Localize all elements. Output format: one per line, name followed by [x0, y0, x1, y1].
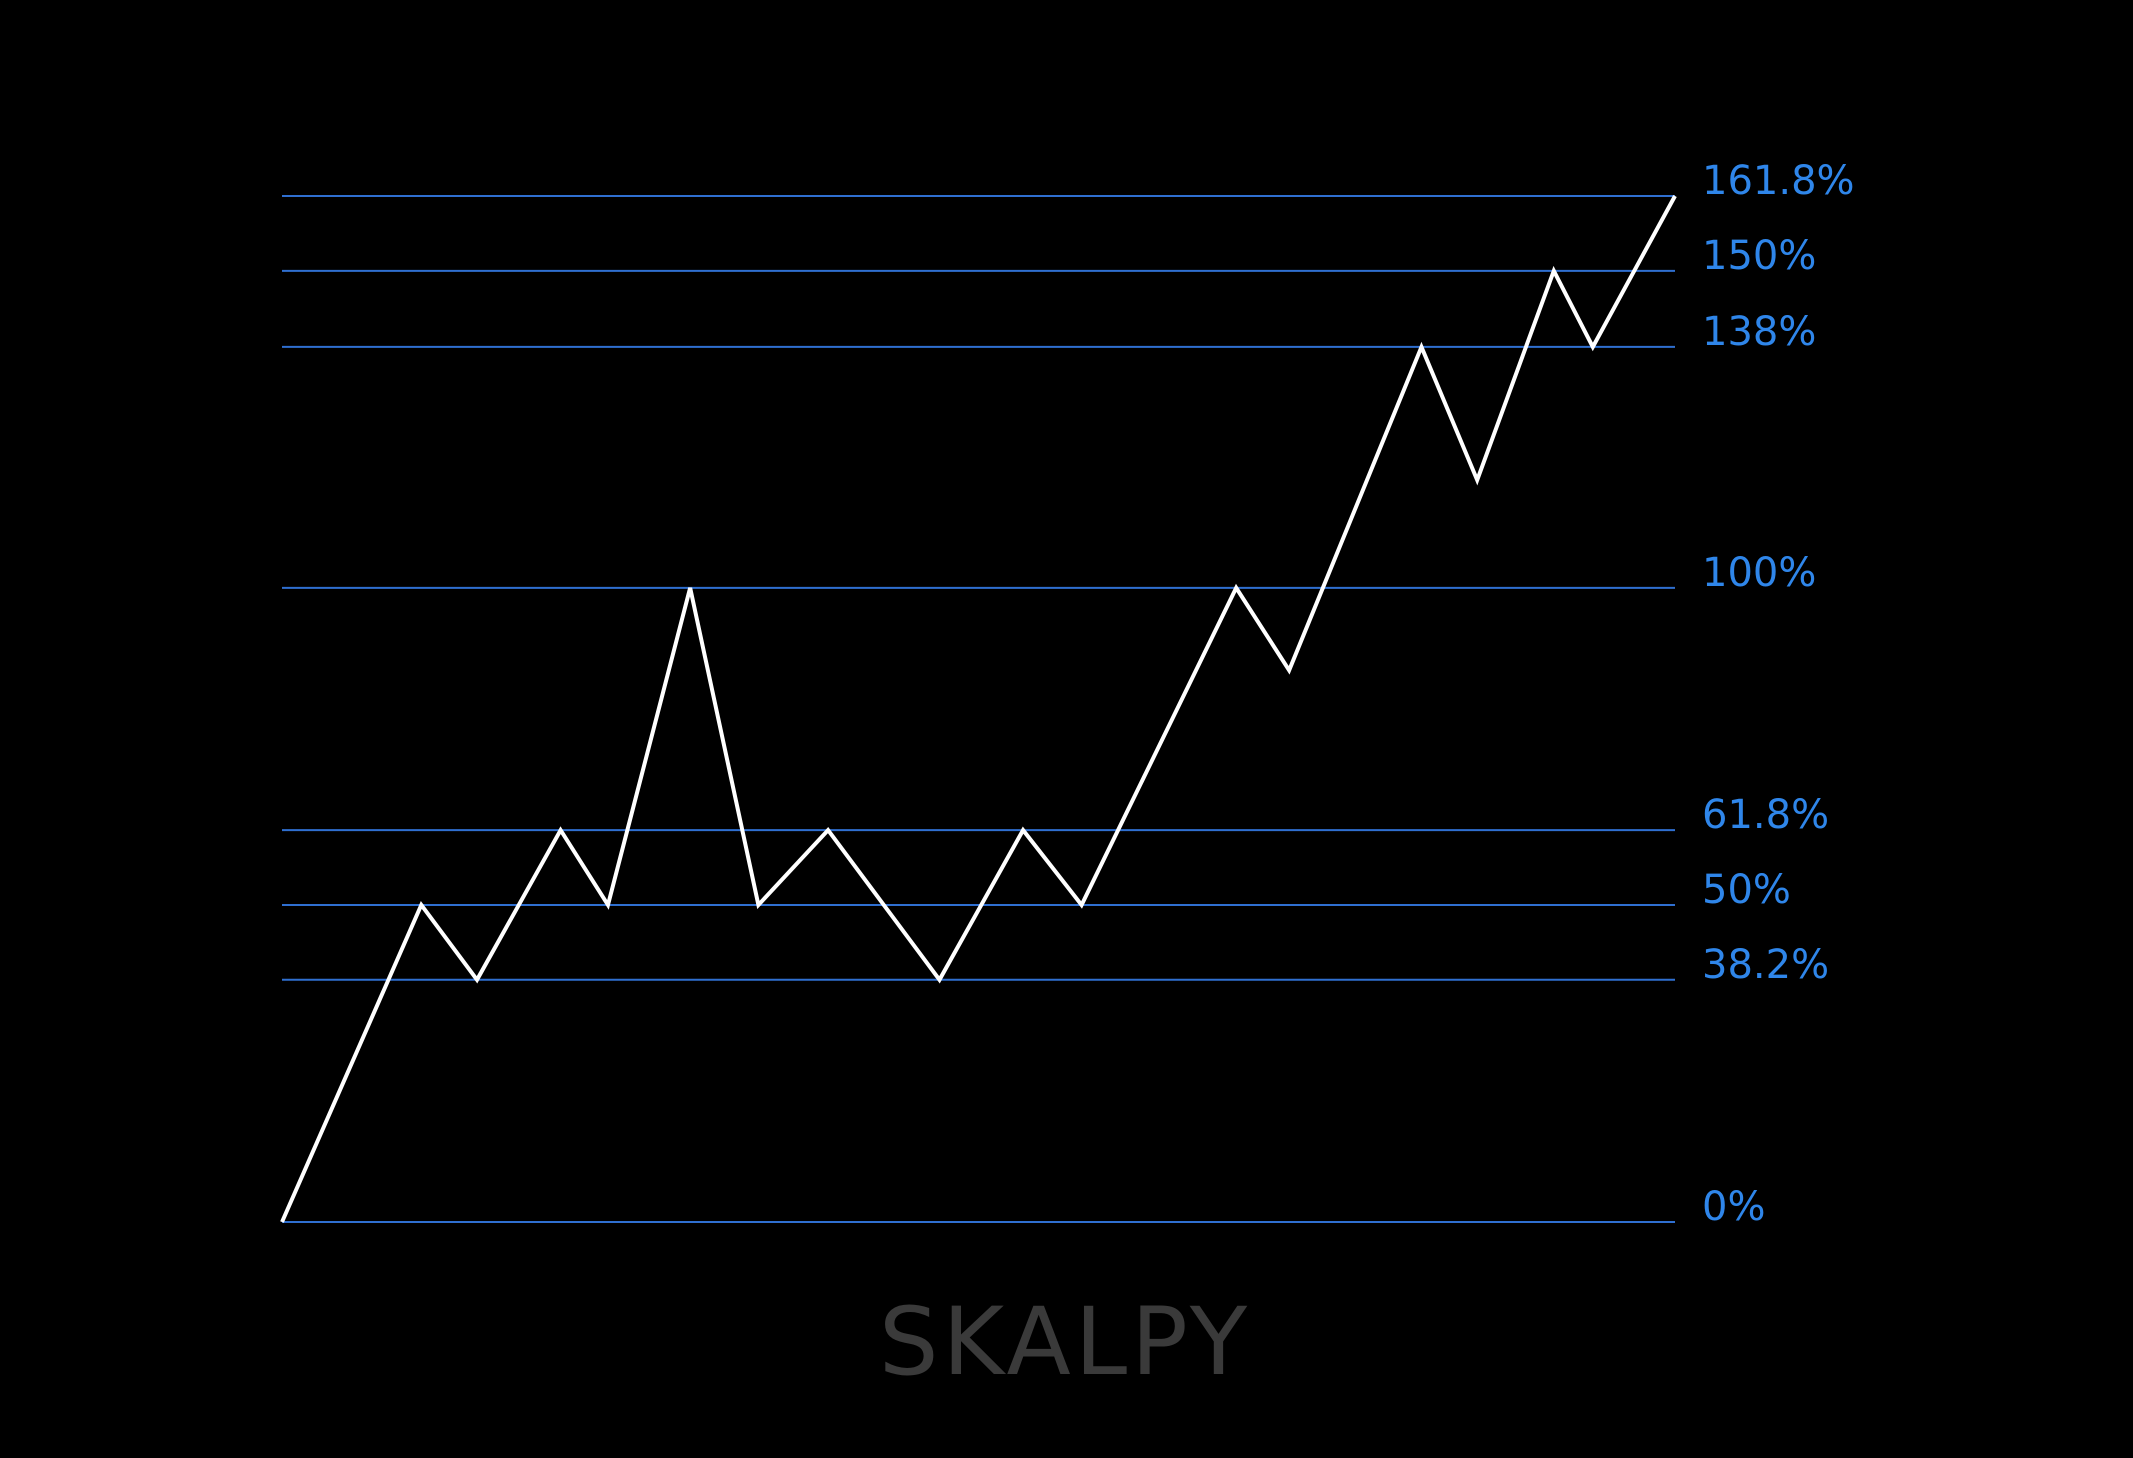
y-tick-label: 138% [1702, 309, 1816, 355]
price-line [280, 195, 1677, 1223]
y-tick-label: 38.2% [1702, 942, 1829, 988]
y-tick-label: 150% [1702, 233, 1816, 279]
watermark: SKALPY [879, 1288, 1251, 1397]
y-tick-label: 0% [1702, 1184, 1765, 1230]
y-tick-label: 61.8% [1702, 792, 1829, 838]
y-tick-label: 50% [1702, 867, 1791, 913]
y-tick-label: 161.8% [1702, 158, 1855, 204]
y-tick-label: 100% [1702, 550, 1816, 596]
